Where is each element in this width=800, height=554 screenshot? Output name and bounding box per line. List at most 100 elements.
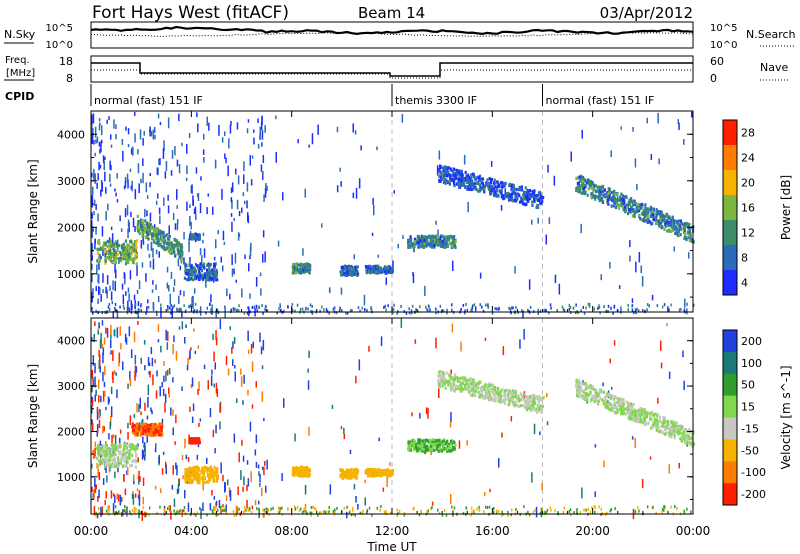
- echo-cell: [466, 177, 469, 181]
- echo-cell: [164, 234, 168, 238]
- ground-scatter-cell: [527, 308, 529, 312]
- echo-cell: [389, 269, 392, 273]
- echo-cell: [115, 244, 118, 248]
- ground-scatter-cell: [256, 507, 258, 511]
- echo-cell: [181, 321, 184, 330]
- echo-cell: [341, 269, 344, 273]
- echo-cell: [519, 398, 522, 402]
- echo-cell: [171, 308, 173, 318]
- echo-cell: [581, 178, 584, 182]
- ground-scatter-cell: [233, 514, 236, 517]
- echo-cell: [434, 234, 437, 238]
- echo-cell: [228, 138, 230, 149]
- echo-cell: [625, 195, 628, 200]
- echo-cell: [196, 234, 200, 238]
- echo-cell: [304, 485, 307, 495]
- echo-cell: [132, 261, 135, 265]
- echo-cell: [442, 242, 445, 246]
- ground-scatter-cell: [638, 509, 640, 513]
- echo-cell: [149, 370, 151, 378]
- echo-cell: [443, 178, 446, 182]
- echo-cell: [145, 432, 148, 436]
- echo-cell: [442, 445, 445, 450]
- echo-cell: [127, 422, 129, 429]
- echo-cell: [264, 125, 266, 133]
- ground-scatter-cell: [266, 511, 269, 515]
- echo-cell: [628, 202, 631, 206]
- ground-scatter-cell: [613, 305, 615, 309]
- echo-cell: [112, 464, 115, 468]
- echo-cell: [368, 264, 371, 268]
- echo-cell: [258, 471, 260, 476]
- echo-cell: [613, 202, 617, 206]
- echo-cell: [177, 252, 180, 256]
- echo-cell: [194, 473, 197, 478]
- echo-cell: [94, 152, 96, 157]
- ground-scatter-cell: [549, 303, 552, 307]
- echo-cell: [377, 473, 381, 477]
- echo-cell: [104, 500, 106, 505]
- echo-cell: [128, 456, 131, 460]
- echo-cell: [136, 239, 139, 243]
- echo-cell: [121, 283, 124, 290]
- echo-cell: [172, 212, 175, 220]
- echo-cell: [442, 442, 446, 446]
- echo-cell: [386, 476, 388, 487]
- echo-cell: [92, 127, 94, 138]
- echo-cell: [246, 128, 249, 134]
- echo-cell: [189, 236, 192, 240]
- echo-cell: [667, 220, 670, 224]
- echo-cell: [104, 259, 107, 263]
- echo-cell: [96, 429, 99, 433]
- echo-cell: [197, 467, 200, 471]
- echo-cell: [373, 470, 376, 474]
- echo-cell: [353, 270, 356, 274]
- echo-cell: [537, 194, 540, 198]
- echo-cell: [91, 405, 93, 414]
- ground-scatter-cell: [446, 311, 448, 315]
- echo-cell: [191, 273, 194, 277]
- echo-cell: [618, 285, 621, 289]
- echo-cell: [672, 222, 676, 226]
- echo-cell: [470, 176, 473, 181]
- echo-cell: [305, 262, 308, 266]
- echo-cell: [251, 361, 254, 373]
- echo-cell: [688, 238, 691, 242]
- ground-scatter-cell: [646, 505, 649, 509]
- echo-cell: [243, 161, 245, 171]
- echo-cell: [535, 506, 538, 518]
- echo-cell: [145, 182, 148, 193]
- echo-cell: [479, 272, 482, 279]
- echo-cell: [206, 466, 209, 470]
- echo-cell: [107, 250, 111, 254]
- echo-cell: [123, 474, 125, 482]
- echo-cell: [111, 301, 114, 305]
- echo-cell: [196, 112, 198, 118]
- echo-cell: [674, 225, 677, 229]
- nave-right-tick-bottom: 0: [710, 72, 717, 85]
- ground-scatter-cell: [223, 508, 226, 512]
- echo-cell: [527, 191, 530, 195]
- echo-cell: [638, 213, 641, 217]
- echo-cell: [283, 398, 285, 408]
- echo-cell: [191, 416, 194, 423]
- echo-cell: [198, 440, 201, 444]
- echo-cell: [445, 170, 448, 174]
- echo-cell: [150, 423, 153, 428]
- echo-cell: [496, 193, 499, 197]
- echo-cell: [159, 237, 162, 241]
- echo-cell: [120, 455, 123, 459]
- echo-cell: [628, 210, 631, 214]
- echo-cell: [111, 243, 114, 247]
- ground-scatter-cell: [292, 309, 294, 313]
- ground-scatter-cell: [556, 309, 558, 313]
- ground-scatter-cell: [544, 308, 546, 312]
- ground-scatter-cell: [301, 511, 304, 514]
- echo-cell: [144, 424, 147, 428]
- ground-scatter-cell: [211, 509, 213, 513]
- echo-cell: [93, 139, 95, 145]
- echo-cell: [616, 201, 619, 206]
- echo-cell: [441, 440, 444, 444]
- echo-cell: [109, 252, 112, 256]
